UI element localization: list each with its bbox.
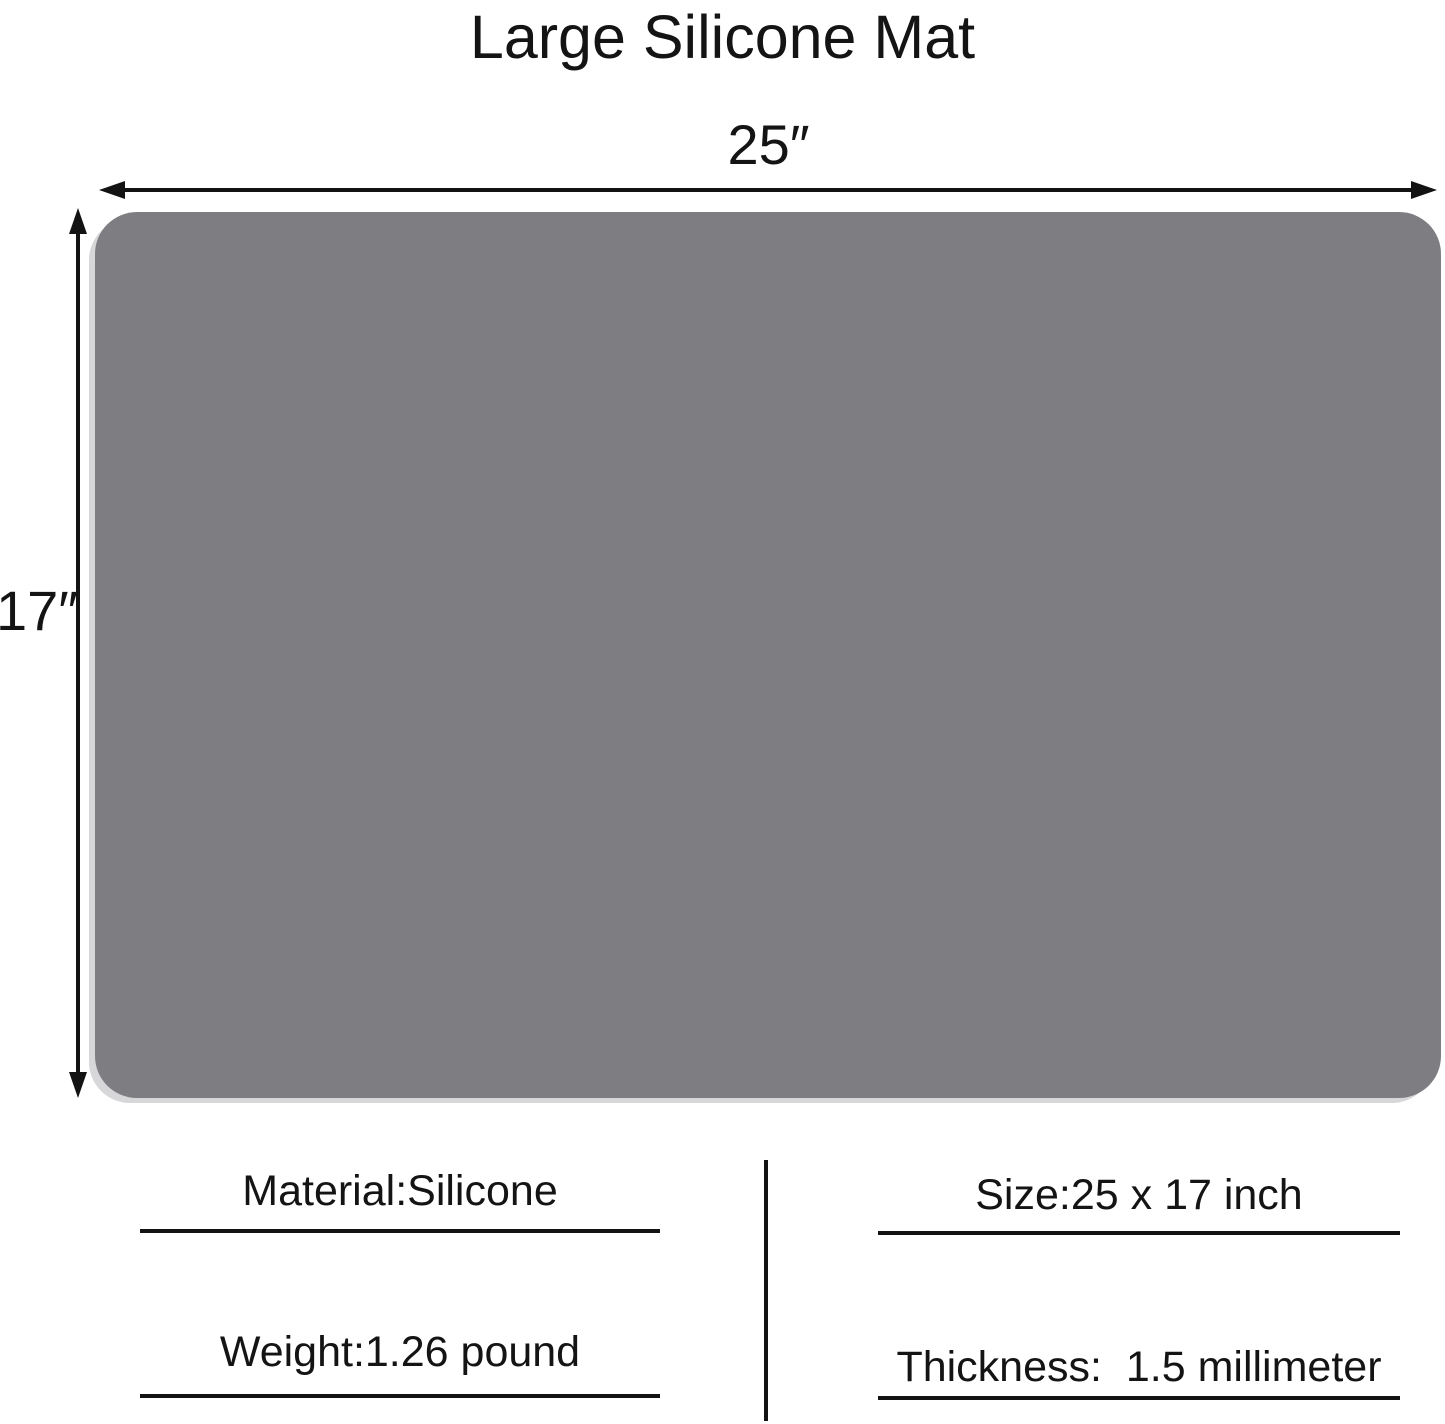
spec-weight-underline <box>140 1394 660 1398</box>
height-dimension-line <box>76 224 80 1082</box>
spec-size: Size:25 x 17 inch <box>975 1171 1303 1219</box>
spec-material-underline <box>140 1229 660 1233</box>
spec-size-underline <box>878 1231 1400 1235</box>
width-dimension-line <box>115 188 1421 192</box>
spec-weight: Weight:1.26 pound <box>219 1328 581 1376</box>
height-dimension-arrow <box>64 208 92 1098</box>
height-dimension-label: 17″ <box>0 579 79 642</box>
arrowhead-left-icon <box>99 181 125 199</box>
spec-thickness: Thickness: 1.5 millimeter <box>896 1343 1382 1391</box>
spec-material: Material:Silicone <box>242 1167 558 1215</box>
silicone-mat-graphic <box>95 212 1441 1098</box>
width-dimension-arrow <box>99 177 1437 203</box>
arrowhead-up-icon <box>69 208 87 234</box>
arrowhead-right-icon <box>1411 181 1437 199</box>
width-dimension-label: 25″ <box>727 113 810 176</box>
specs-divider <box>764 1160 768 1421</box>
spec-thickness-underline <box>878 1396 1400 1400</box>
arrowhead-down-icon <box>69 1072 87 1098</box>
product-title: Large Silicone Mat <box>469 3 976 71</box>
